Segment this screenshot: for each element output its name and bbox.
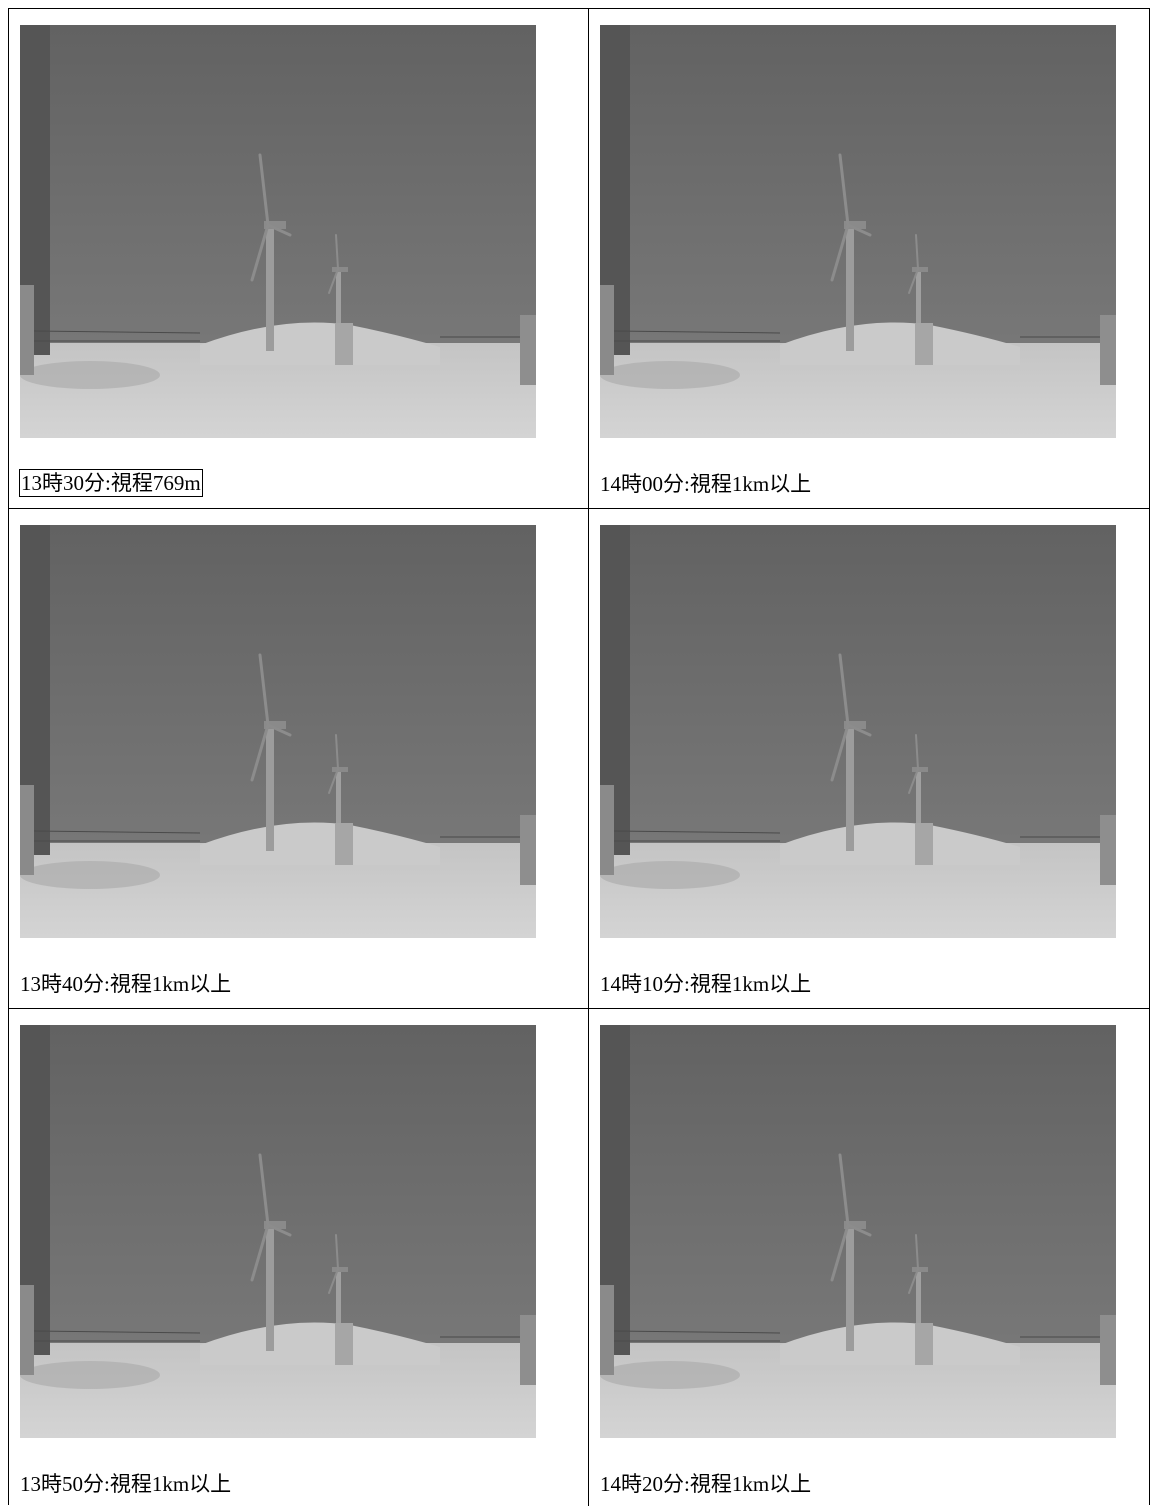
webcam-photo — [600, 1025, 1116, 1438]
table-cell: 13時30分:視程769m — [9, 9, 589, 509]
photo-caption: 13時50分:視程1km以上 — [20, 1471, 231, 1497]
page: 13時30分:視程769m 14時00分:視程1km以上 13時40分:視程1km以… — [0, 0, 1158, 1505]
webcam-photo — [600, 25, 1116, 438]
webcam-photo — [20, 525, 536, 938]
table-cell: 14時00分:視程1km以上 — [589, 9, 1149, 509]
table-cell: 14時10分:視程1km以上 — [589, 509, 1149, 1009]
photo-table: 13時30分:視程769m 14時00分:視程1km以上 13時40分:視程1km以… — [8, 8, 1150, 1505]
photo-caption: 13時40分:視程1km以上 — [20, 971, 231, 997]
webcam-photo — [20, 1025, 536, 1438]
photo-caption: 14時10分:視程1km以上 — [600, 971, 811, 997]
table-cell: 14時20分:視程1km以上 — [589, 1009, 1149, 1506]
photo-caption: 13時30分:視程769m — [19, 469, 203, 497]
webcam-photo — [600, 525, 1116, 938]
webcam-photo — [20, 25, 536, 438]
table-cell: 13時50分:視程1km以上 — [9, 1009, 589, 1506]
table-cell: 13時40分:視程1km以上 — [9, 509, 589, 1009]
photo-caption: 14時20分:視程1km以上 — [600, 1471, 811, 1497]
photo-caption: 14時00分:視程1km以上 — [600, 471, 811, 497]
